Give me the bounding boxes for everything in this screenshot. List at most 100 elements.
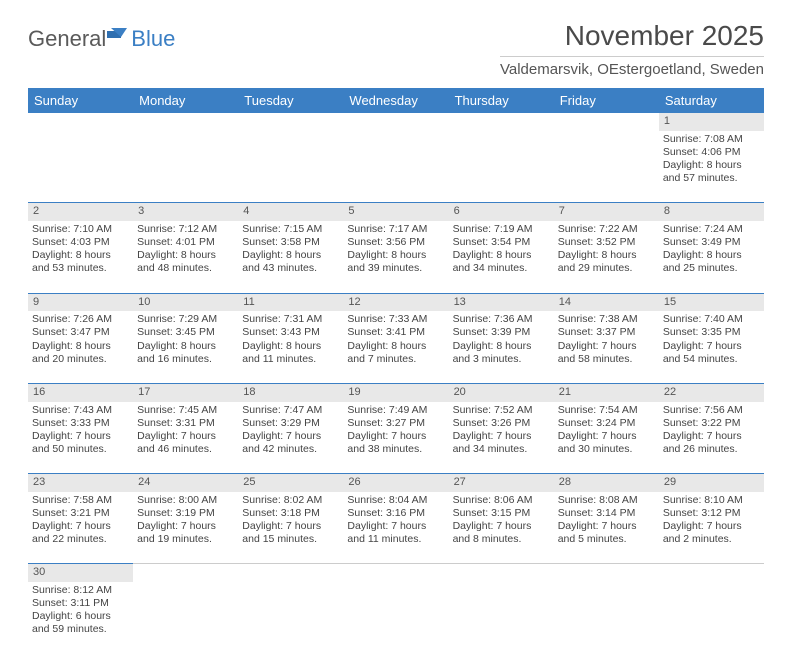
day-content-cell: Sunrise: 7:08 AMSunset: 4:06 PMDaylight:… [659,131,764,203]
sunrise-text: Sunrise: 8:02 AM [242,494,339,507]
day-content-cell [133,582,238,654]
day-content-cell: Sunrise: 7:56 AMSunset: 3:22 PMDaylight:… [659,402,764,474]
sunrise-text: Sunrise: 7:36 AM [453,313,550,326]
day-number-cell: 19 [343,383,448,401]
day-number-cell [28,113,133,131]
day-content-cell: Sunrise: 7:26 AMSunset: 3:47 PMDaylight:… [28,311,133,383]
day-number-cell: 11 [238,293,343,311]
sunrise-text: Sunrise: 8:04 AM [347,494,444,507]
day-content-cell: Sunrise: 7:22 AMSunset: 3:52 PMDaylight:… [554,221,659,293]
title-block: November 2025 Valdemarsvik, OEstergoetla… [500,20,764,78]
day1-text: Daylight: 8 hours [347,249,444,262]
day1-text: Daylight: 7 hours [558,430,655,443]
day-content-cell: Sunrise: 7:33 AMSunset: 3:41 PMDaylight:… [343,311,448,383]
day-content-row: Sunrise: 7:43 AMSunset: 3:33 PMDaylight:… [28,402,764,474]
brand-logo: General Blue [28,20,175,52]
day-content-cell: Sunrise: 8:00 AMSunset: 3:19 PMDaylight:… [133,492,238,564]
sunset-text: Sunset: 3:26 PM [453,417,550,430]
day-number-cell: 2 [28,203,133,221]
day2-text: and 34 minutes. [453,262,550,275]
day-number-cell: 8 [659,203,764,221]
day-number-cell: 5 [343,203,448,221]
day-content-row: Sunrise: 8:12 AMSunset: 3:11 PMDaylight:… [28,582,764,654]
sunrise-text: Sunrise: 7:15 AM [242,223,339,236]
day2-text: and 39 minutes. [347,262,444,275]
day-content-cell: Sunrise: 7:10 AMSunset: 4:03 PMDaylight:… [28,221,133,293]
day-content-cell: Sunrise: 8:10 AMSunset: 3:12 PMDaylight:… [659,492,764,564]
day-content-cell: Sunrise: 8:04 AMSunset: 3:16 PMDaylight:… [343,492,448,564]
day-content-cell: Sunrise: 8:08 AMSunset: 3:14 PMDaylight:… [554,492,659,564]
sunset-text: Sunset: 4:03 PM [32,236,129,249]
sunrise-text: Sunrise: 8:10 AM [663,494,760,507]
day-number-row: 30 [28,564,764,582]
sunrise-text: Sunrise: 7:17 AM [347,223,444,236]
page-header: General Blue November 2025 Valdemarsvik,… [28,20,764,78]
day-content-cell [554,582,659,654]
col-wednesday: Wednesday [343,88,448,113]
day-number-cell [449,564,554,582]
day-content-cell: Sunrise: 7:29 AMSunset: 3:45 PMDaylight:… [133,311,238,383]
day-content-cell: Sunrise: 8:02 AMSunset: 3:18 PMDaylight:… [238,492,343,564]
sunset-text: Sunset: 4:06 PM [663,146,760,159]
sunset-text: Sunset: 3:12 PM [663,507,760,520]
day-number-cell: 1 [659,113,764,131]
sunrise-text: Sunrise: 7:49 AM [347,404,444,417]
sunset-text: Sunset: 3:27 PM [347,417,444,430]
sunrise-text: Sunrise: 7:19 AM [453,223,550,236]
day-content-cell [238,131,343,203]
sunrise-text: Sunrise: 7:24 AM [663,223,760,236]
day-number-cell [238,113,343,131]
day-content-cell: Sunrise: 7:24 AMSunset: 3:49 PMDaylight:… [659,221,764,293]
day-number-cell [659,564,764,582]
day1-text: Daylight: 8 hours [137,340,234,353]
day2-text: and 15 minutes. [242,533,339,546]
day2-text: and 54 minutes. [663,353,760,366]
flag-icon [107,26,129,52]
day-number-cell: 13 [449,293,554,311]
sunset-text: Sunset: 3:52 PM [558,236,655,249]
day2-text: and 7 minutes. [347,353,444,366]
sunset-text: Sunset: 3:58 PM [242,236,339,249]
day-number-cell [554,113,659,131]
day2-text: and 34 minutes. [453,443,550,456]
sunset-text: Sunset: 3:35 PM [663,326,760,339]
day1-text: Daylight: 8 hours [347,340,444,353]
day1-text: Daylight: 7 hours [558,340,655,353]
sunset-text: Sunset: 3:43 PM [242,326,339,339]
day-content-cell: Sunrise: 7:12 AMSunset: 4:01 PMDaylight:… [133,221,238,293]
sunrise-text: Sunrise: 7:43 AM [32,404,129,417]
sunrise-text: Sunrise: 7:29 AM [137,313,234,326]
day1-text: Daylight: 7 hours [453,520,550,533]
day1-text: Daylight: 8 hours [663,249,760,262]
day-content-cell: Sunrise: 7:40 AMSunset: 3:35 PMDaylight:… [659,311,764,383]
day2-text: and 53 minutes. [32,262,129,275]
day-number-cell: 29 [659,474,764,492]
sunset-text: Sunset: 3:14 PM [558,507,655,520]
day1-text: Daylight: 8 hours [242,249,339,262]
day-content-cell [449,582,554,654]
day1-text: Daylight: 8 hours [558,249,655,262]
sunset-text: Sunset: 3:18 PM [242,507,339,520]
day2-text: and 11 minutes. [347,533,444,546]
day-number-cell [343,113,448,131]
day2-text: and 57 minutes. [663,172,760,185]
day2-text: and 46 minutes. [137,443,234,456]
day2-text: and 3 minutes. [453,353,550,366]
col-friday: Friday [554,88,659,113]
sunrise-text: Sunrise: 7:47 AM [242,404,339,417]
sunset-text: Sunset: 3:39 PM [453,326,550,339]
day1-text: Daylight: 8 hours [453,340,550,353]
sunset-text: Sunset: 3:56 PM [347,236,444,249]
day1-text: Daylight: 8 hours [663,159,760,172]
day-content-row: Sunrise: 7:08 AMSunset: 4:06 PMDaylight:… [28,131,764,203]
day2-text: and 38 minutes. [347,443,444,456]
day-content-cell [659,582,764,654]
day-content-cell: Sunrise: 7:38 AMSunset: 3:37 PMDaylight:… [554,311,659,383]
day-number-cell: 6 [449,203,554,221]
day-number-cell: 23 [28,474,133,492]
day-number-cell: 4 [238,203,343,221]
day-content-cell [28,131,133,203]
sunrise-text: Sunrise: 7:40 AM [663,313,760,326]
sunrise-text: Sunrise: 7:31 AM [242,313,339,326]
sunset-text: Sunset: 4:01 PM [137,236,234,249]
